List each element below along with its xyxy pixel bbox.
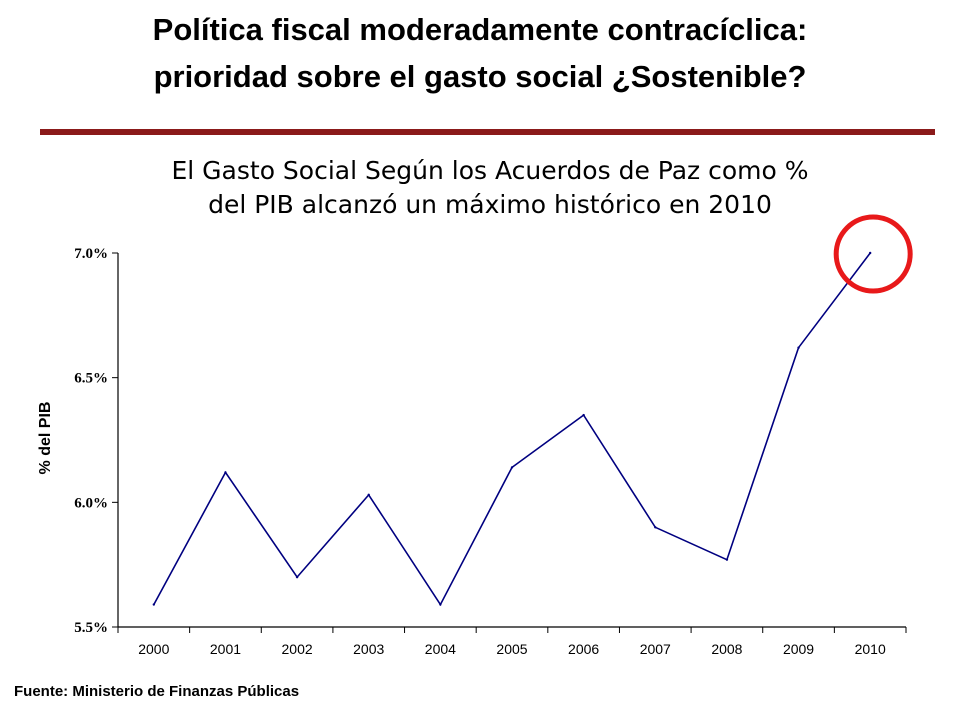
data-point xyxy=(224,471,227,474)
y-tick-label: 5.5% xyxy=(74,620,108,636)
data-point xyxy=(654,526,657,529)
series-layer xyxy=(152,251,872,607)
x-tick-label: 2004 xyxy=(425,641,456,657)
slide-title-line2: prioridad sobre el gasto social ¿Sosteni… xyxy=(153,59,807,94)
x-tick-label: 2002 xyxy=(282,641,313,657)
slide-title: Política fiscal moderadamente contracícl… xyxy=(0,6,960,100)
data-point xyxy=(868,251,872,255)
x-tick-label: 2000 xyxy=(138,641,169,657)
data-point xyxy=(797,346,800,349)
y-tick-label: 7.0% xyxy=(74,246,108,262)
slide-title-line1: Política fiscal moderadamente contracícl… xyxy=(152,12,808,47)
data-point xyxy=(582,413,585,417)
data-point xyxy=(725,558,729,561)
data-point xyxy=(295,575,299,579)
x-tick-label: 2007 xyxy=(640,641,671,657)
y-tick-label: 6.5% xyxy=(74,371,108,387)
x-tick-label: 2009 xyxy=(783,641,814,657)
data-point xyxy=(510,466,514,469)
highlight-circle xyxy=(833,214,913,294)
chart-title-line2: del PIB alcanzó un máximo histórico en 2… xyxy=(208,190,772,219)
chart-title: El Gasto Social Según los Acuerdos de Pa… xyxy=(90,154,890,222)
source-note: Fuente: Ministerio de Finanzas Públicas xyxy=(14,683,300,700)
data-point xyxy=(152,603,156,606)
chart-axes xyxy=(117,253,906,628)
y-axis-label: % del PIB xyxy=(37,402,54,475)
title-divider xyxy=(40,129,935,135)
series-line xyxy=(153,252,871,607)
x-tick-label: 2005 xyxy=(496,641,527,657)
x-tick-label: 2006 xyxy=(568,641,599,657)
y-tick-label: 6.0% xyxy=(74,495,108,511)
chart-title-line1: El Gasto Social Según los Acuerdos de Pa… xyxy=(171,156,809,185)
annotation-layer xyxy=(833,214,913,294)
y-axis-ticks: 5.5% 6.0% 6.5% 7.0% xyxy=(74,246,118,636)
data-point xyxy=(439,603,442,606)
x-tick-label: 2003 xyxy=(353,641,384,657)
x-tick-label: 2010 xyxy=(855,641,886,657)
data-point xyxy=(367,493,370,497)
x-tick-label: 2008 xyxy=(711,641,742,657)
x-tick-label: 2001 xyxy=(210,641,241,657)
x-axis-ticks: 2000 2001 2002 2003 2004 2005 2006 2007 2008 2009… xyxy=(117,627,907,657)
